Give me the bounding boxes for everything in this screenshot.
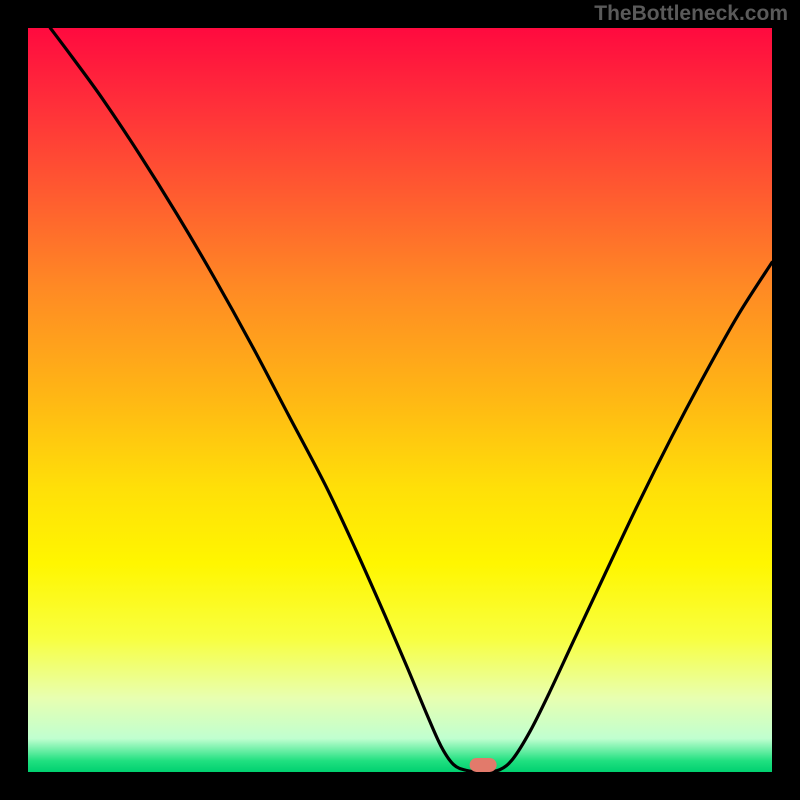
watermark-text: TheBottleneck.com (594, 2, 788, 26)
chart-plot-area (28, 28, 772, 772)
optimal-point-marker (470, 757, 497, 771)
bottleneck-curve (28, 28, 772, 772)
